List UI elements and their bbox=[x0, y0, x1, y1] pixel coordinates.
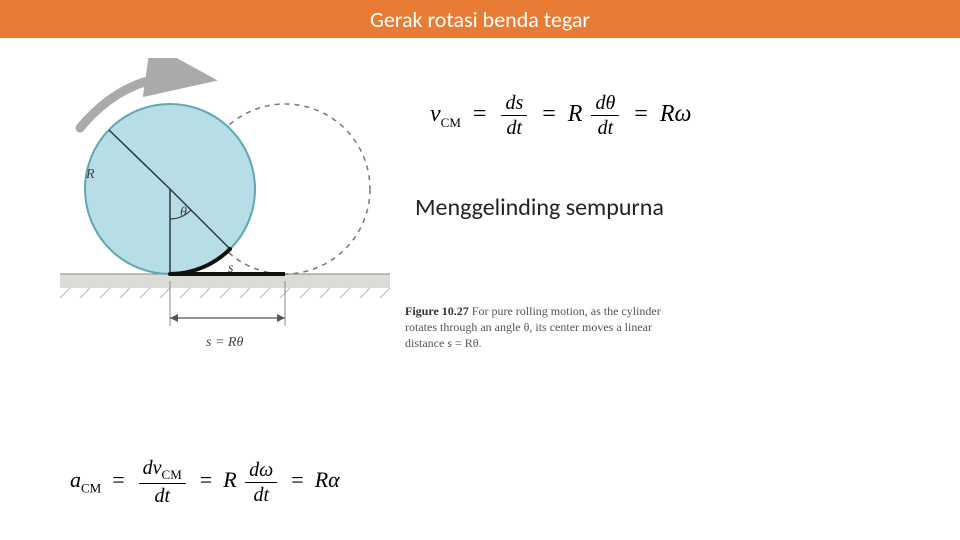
title-bar: Gerak rotasi benda tegar bbox=[0, 0, 960, 38]
equation-vcm: vCM = dsdt = R dθdt = Rω bbox=[430, 93, 691, 138]
label-dimension: s = Rθ bbox=[206, 335, 243, 350]
ground-hatch bbox=[60, 288, 390, 298]
subtitle-text: Menggelinding sempurna bbox=[415, 193, 664, 222]
page-title: Gerak rotasi benda tegar bbox=[370, 6, 590, 33]
ground-bar bbox=[60, 274, 390, 288]
caption-bold: Figure 10.27 bbox=[405, 304, 469, 318]
rolling-figure: R θ s s = Rθ bbox=[60, 58, 390, 378]
equation-acm: aCM = dvCM dt = R dωdt = Rα bbox=[70, 458, 340, 506]
content-area: R θ s s = Rθ vCM = dsdt = R dθdt = Rω Me… bbox=[0, 38, 960, 540]
label-theta: θ bbox=[180, 205, 187, 220]
label-R: R bbox=[85, 167, 95, 182]
label-s: s bbox=[228, 261, 234, 276]
figure-caption: Figure 10.27 For pure rolling motion, as… bbox=[405, 303, 685, 352]
figure-svg: R θ s s = Rθ bbox=[60, 58, 390, 378]
